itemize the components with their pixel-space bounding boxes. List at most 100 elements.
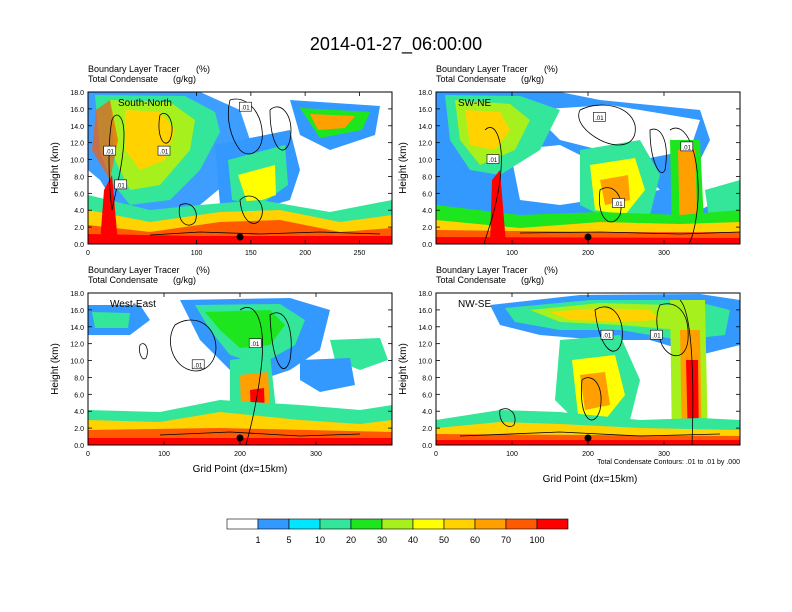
- location-marker: [236, 233, 244, 241]
- contour-labels: .01 .01: [600, 329, 663, 340]
- y-tick-label: 12.0: [70, 141, 84, 148]
- y-tick-label: 10.0: [70, 359, 84, 366]
- x-tick-label: 100: [506, 451, 518, 458]
- legend-swatch: [443, 518, 476, 530]
- panel-sw-ne: Boundary Layer Tracer (%) Total Condensa…: [398, 64, 741, 257]
- panel-subtitle-units-2: (g/kg): [173, 275, 196, 285]
- panel-subtitle-2: Total Condensate: [88, 74, 158, 84]
- legend-swatch: [381, 518, 414, 530]
- y-tick-label: 12.0: [70, 342, 84, 349]
- y-tick-label: 18.0: [418, 291, 432, 298]
- panel-name: NW-SE: [458, 299, 491, 310]
- y-tick-label: 4.0: [422, 208, 432, 215]
- contour-label: .01: [106, 150, 115, 156]
- panel-subtitle-1: Boundary Layer Tracer: [88, 265, 180, 275]
- contour-label-box: [157, 145, 171, 156]
- legend-swatch: [226, 518, 259, 530]
- location-marker: [584, 233, 592, 241]
- condensate-contours: [139, 307, 361, 445]
- y-tick-label: 14.0: [70, 124, 84, 131]
- legend-label: 40: [408, 535, 418, 545]
- panel-subtitle-1: Boundary Layer Tracer: [436, 265, 528, 275]
- y-tick-label: 18.0: [418, 90, 432, 97]
- contour-label: .01: [683, 145, 692, 151]
- x-tick-label: 200: [582, 451, 594, 458]
- y-axis-ticks: 0.0 2.0 4.0 6.0 8.0 10.0 12.0 14.0 16.0 18.0: [418, 291, 740, 450]
- y-tick-label: 4.0: [422, 409, 432, 416]
- contour-label: .01: [489, 158, 498, 164]
- panel-west-east: Boundary Layer Tracer (%) Total Condensa…: [50, 265, 393, 475]
- y-tick-label: 12.0: [418, 141, 432, 148]
- contour-label-box: [593, 112, 606, 122]
- x-axis-label: Grid Point (dx=15km): [193, 464, 288, 475]
- contour-footnote: Total Condensate Contours: .01 to .01 by…: [597, 459, 740, 466]
- y-tick-label: 0.0: [422, 242, 432, 249]
- legend-swatch: [505, 518, 538, 530]
- y-tick-label: 4.0: [74, 409, 84, 416]
- panel-subtitle-2: Total Condensate: [436, 74, 506, 84]
- x-axis-ticks: 0 100 150 200 250: [86, 92, 365, 257]
- location-marker: [236, 434, 244, 442]
- y-tick-label: 16.0: [418, 107, 432, 114]
- x-axis-ticks: 0 100 200 300: [86, 293, 322, 458]
- legend-swatch: [288, 518, 321, 530]
- y-tick-label: 10.0: [418, 158, 432, 165]
- y-axis-label: Height (km): [398, 142, 409, 194]
- heatmap-fill: [436, 293, 740, 445]
- y-tick-label: 0.0: [74, 242, 84, 249]
- y-tick-label: 16.0: [70, 107, 84, 114]
- y-axis-label: Height (km): [50, 142, 61, 194]
- panel-nw-se: Boundary Layer Tracer (%) Total Condensa…: [398, 265, 741, 485]
- plot-frame: [87, 91, 393, 245]
- contour-label-box: [239, 101, 252, 112]
- y-tick-label: 8.0: [422, 375, 432, 382]
- y-tick-label: 10.0: [418, 359, 432, 366]
- y-tick-label: 18.0: [70, 291, 84, 298]
- x-axis-ticks: 100 200 300: [506, 92, 670, 257]
- legend-swatch: [350, 518, 383, 530]
- legend-label: 1: [255, 535, 260, 545]
- heatmap-fill: [436, 92, 740, 244]
- panel-name: South-North: [118, 98, 172, 109]
- legend-swatch: [257, 518, 290, 530]
- panel-subtitle-2: Total Condensate: [436, 275, 506, 285]
- contour-label: .01: [595, 116, 604, 122]
- y-axis-ticks: 0.0 2.0 4.0 6.0 8.0 10.0 12.0 14.0 16.0 18.0: [70, 291, 392, 450]
- x-tick-label: 250: [354, 250, 366, 257]
- x-tick-label: 200: [234, 451, 246, 458]
- contour-label-box: [103, 145, 117, 156]
- contour-label-box: [114, 179, 127, 190]
- y-tick-label: 2.0: [74, 225, 84, 232]
- y-tick-label: 14.0: [418, 325, 432, 332]
- panel-subtitle-units-1: (%): [196, 265, 210, 275]
- x-tick-label: 0: [86, 451, 90, 458]
- panel-subtitle-units-2: (g/kg): [173, 74, 196, 84]
- x-tick-label: 300: [658, 250, 670, 257]
- heatmap-fill: [88, 293, 392, 445]
- contour-label-box: [680, 141, 694, 152]
- legend-label: 30: [377, 535, 387, 545]
- y-tick-label: 8.0: [422, 174, 432, 181]
- y-tick-label: 2.0: [74, 426, 84, 433]
- legend-label: 20: [346, 535, 356, 545]
- panel-subtitle-units-1: (%): [544, 64, 558, 74]
- y-tick-label: 16.0: [70, 308, 84, 315]
- contour-label-box: [600, 329, 614, 340]
- panel-south-north: Boundary Layer Tracer (%) Total Condensa…: [50, 64, 393, 257]
- legend-swatch: [474, 518, 507, 530]
- y-tick-label: 14.0: [70, 325, 84, 332]
- x-tick-label: 0: [434, 451, 438, 458]
- x-tick-label: 300: [658, 451, 670, 458]
- y-tick-label: 8.0: [74, 174, 84, 181]
- figure-title: 2014-01-27_06:00:00: [310, 34, 482, 55]
- contour-label: .01: [251, 342, 260, 348]
- legend-swatch: [536, 518, 569, 530]
- legend-label: 5: [286, 535, 291, 545]
- panel-name: West-East: [110, 299, 156, 310]
- y-axis-ticks: 0.0 2.0 4.0 6.0 8.0 10.0 12.0 14.0 16.0 18.0: [418, 90, 740, 249]
- panel-subtitle-2: Total Condensate: [88, 275, 158, 285]
- y-tick-label: 6.0: [422, 191, 432, 198]
- panel-subtitle-units-2: (g/kg): [521, 275, 544, 285]
- y-tick-label: 6.0: [74, 191, 84, 198]
